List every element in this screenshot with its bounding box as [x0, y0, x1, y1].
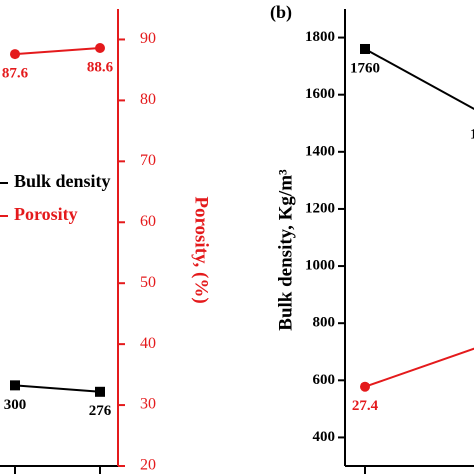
data-label: 88.6: [87, 59, 114, 75]
legend-label: Bulk density: [14, 171, 111, 191]
y-tick-label: 600: [313, 372, 336, 388]
y-tick-label: 1800: [305, 29, 335, 45]
y2-tick-label: 80: [140, 91, 156, 108]
y-tick-label: 1600: [305, 86, 335, 102]
y2-tick-label: 60: [140, 213, 156, 230]
y-tick-label: 400: [313, 429, 336, 445]
y-tick-label: 1200: [305, 200, 335, 216]
series-line: [14, 384, 101, 393]
data-label: 1529: [470, 126, 474, 142]
series-line: [14, 46, 101, 56]
chart: 20 30 40 50 60 70 80 90 Porosity, (%) 300 276 Bulk …: [0, 9, 212, 474]
y-axis-label: Bulk density, Kg/m³: [275, 169, 296, 331]
marker: [10, 380, 20, 391]
y-tick-label: 800: [313, 315, 336, 331]
legend-label: Porosity: [14, 204, 78, 224]
data-label: 27.4: [352, 398, 379, 414]
chart-title: (b): [270, 2, 292, 23]
marker: [95, 42, 105, 53]
marker: [10, 49, 20, 60]
marker: [360, 381, 370, 392]
series-line: [364, 48, 474, 111]
data-label: 300: [4, 397, 27, 413]
y-tick-label: 1000: [305, 258, 335, 274]
y2-tick-label: 40: [140, 335, 156, 352]
data-label: 1760: [350, 60, 380, 76]
data-label: 87.6: [2, 66, 29, 82]
y2-tick-label: 20: [140, 457, 156, 474]
marker: [95, 386, 105, 397]
y2-tick-label: 30: [140, 396, 156, 413]
series-line: [364, 347, 474, 388]
y2-axis-label: Porosity, (%): [191, 196, 212, 303]
y-tick-label: 1400: [305, 143, 335, 159]
y2-tick-label: 90: [140, 30, 156, 47]
marker: [360, 43, 370, 54]
y2-tick-label: 70: [140, 152, 156, 169]
chart: 400 600 800 1000 1200 1400 1600 1800 Bulk densit…: [270, 2, 474, 474]
y2-tick-label: 50: [140, 274, 156, 291]
data-label: 276: [89, 403, 112, 419]
